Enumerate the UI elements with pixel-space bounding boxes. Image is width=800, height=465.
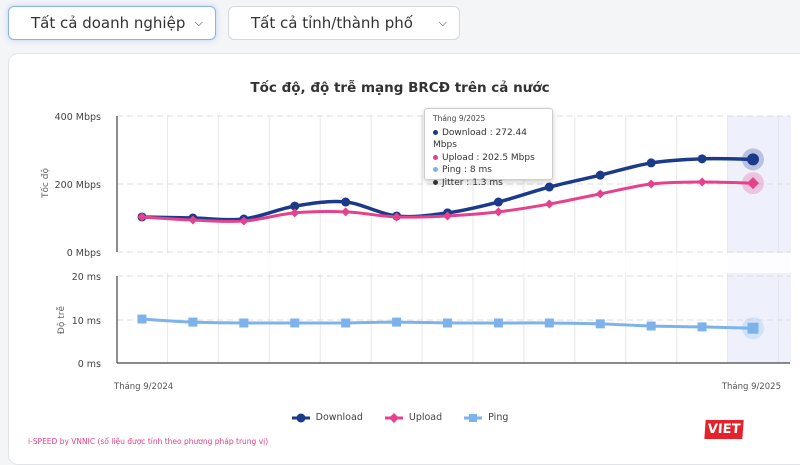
tooltip-download: Download : 272.44 Mbps [433,127,527,151]
latency-tick-20: 20 ms [72,272,101,283]
upload-data-point[interactable] [137,212,147,222]
speed-tick-400: 400 Mbps [55,112,101,123]
download-data-point[interactable] [493,197,503,207]
ping-data-point[interactable] [747,322,759,334]
legend-download-label: Download [315,412,363,423]
x-end-label: Tháng 9/2025 [721,382,781,392]
upload-data-point[interactable] [443,211,452,221]
upload-data-point[interactable] [646,179,656,189]
ping-data-point[interactable] [392,317,402,327]
download-data-point[interactable] [697,154,707,164]
tooltip-ping: Ping : 8 ms [442,165,492,175]
ping-data-point[interactable] [493,318,503,328]
download-data-point[interactable] [544,182,554,192]
latency-tick-10: 10 ms [72,316,101,327]
upload-data-point[interactable] [544,199,554,209]
chart-legend: Download Upload Ping [0,412,800,423]
upload-data-point[interactable] [341,207,351,217]
speed-tick-200: 200 Mbps [55,180,101,191]
vietnamnet-logo: VIET [704,420,744,439]
ping-data-point[interactable] [544,318,554,328]
chart-title: Tốc độ, độ trễ mạng BRCĐ trên cả nước [250,80,550,96]
ping-data-point[interactable] [239,318,249,328]
upload-data-point[interactable] [697,177,707,187]
download-data-point[interactable] [646,158,656,168]
download-data-point[interactable] [747,153,759,166]
latency-axis-label: Độ trễ [56,305,67,334]
provider-select-value: Tất cả doanh nghiệp [31,14,186,32]
hover-highlight-band [727,116,791,363]
legend-upload-label: Upload [408,412,443,423]
legend-item-download[interactable]: Download [291,412,363,423]
tooltip-header: Tháng 9/2025 [433,114,486,123]
chevron-down-icon: ⌵ [194,16,203,29]
download-data-point[interactable] [595,170,605,180]
upload-data-point[interactable] [747,177,759,190]
ping-dot-icon [433,167,438,172]
upload-legend-icon [384,412,403,423]
upload-dot-icon [433,154,438,160]
legend-item-ping[interactable]: Ping [464,412,508,423]
tooltip-jitter: Jitter : 1.3 ms [442,177,503,188]
upload-data-point[interactable] [239,216,249,226]
provider-select[interactable]: Tất cả doanh nghiệp ⌵ [8,6,216,40]
chevron-down-icon: ⌵ [438,16,447,29]
speed-tick-0: 0 Mbps [67,248,101,259]
upload-data-point[interactable] [493,207,503,217]
province-select[interactable]: Tất cả tỉnh/thành phố ⌵ [228,6,460,40]
series-layer [137,148,764,340]
jitter-dot-icon [433,179,438,185]
download-data-point[interactable] [290,201,300,211]
ping-data-point[interactable] [188,317,198,327]
x-start-label: Tháng 9/2024 [113,382,173,392]
ping-data-point[interactable] [290,318,300,328]
legend-item-upload[interactable]: Upload [384,412,443,423]
download-data-point[interactable] [341,197,351,207]
ping-data-point[interactable] [595,319,605,329]
ping-data-point[interactable] [341,318,351,328]
legend-ping-label: Ping [488,412,509,423]
upload-data-point[interactable] [188,215,198,225]
speed-axis-label: Tốc độ [40,167,51,199]
chart-plot[interactable]: 400 Mbps 200 Mbps 0 Mbps 20 ms 10 ms 0 m… [0,0,800,451]
ping-data-point[interactable] [646,321,656,331]
tooltip-upload: Upload : 202.5 Mbps [442,152,535,163]
ping-legend-icon [464,413,483,422]
horizontal-gridlines [117,115,790,321]
chart-tooltip: Tháng 9/2025 Download : 272.44 Mbps Uplo… [424,108,553,188]
upload-data-point[interactable] [290,208,300,218]
latency-tick-0: 0 ms [78,359,101,370]
ping-data-point[interactable] [697,322,707,332]
ping-data-point[interactable] [443,318,452,328]
download-legend-icon [291,413,310,422]
axes [116,116,790,364]
upload-data-point[interactable] [392,212,402,222]
download-dot-icon [433,129,438,135]
upload-data-point[interactable] [595,189,605,199]
province-select-value: Tất cả tỉnh/thành phố [251,14,413,32]
source-note: i-SPEED by VNNIC (số liệu được tính theo… [28,437,269,446]
ping-data-point[interactable] [137,314,147,324]
